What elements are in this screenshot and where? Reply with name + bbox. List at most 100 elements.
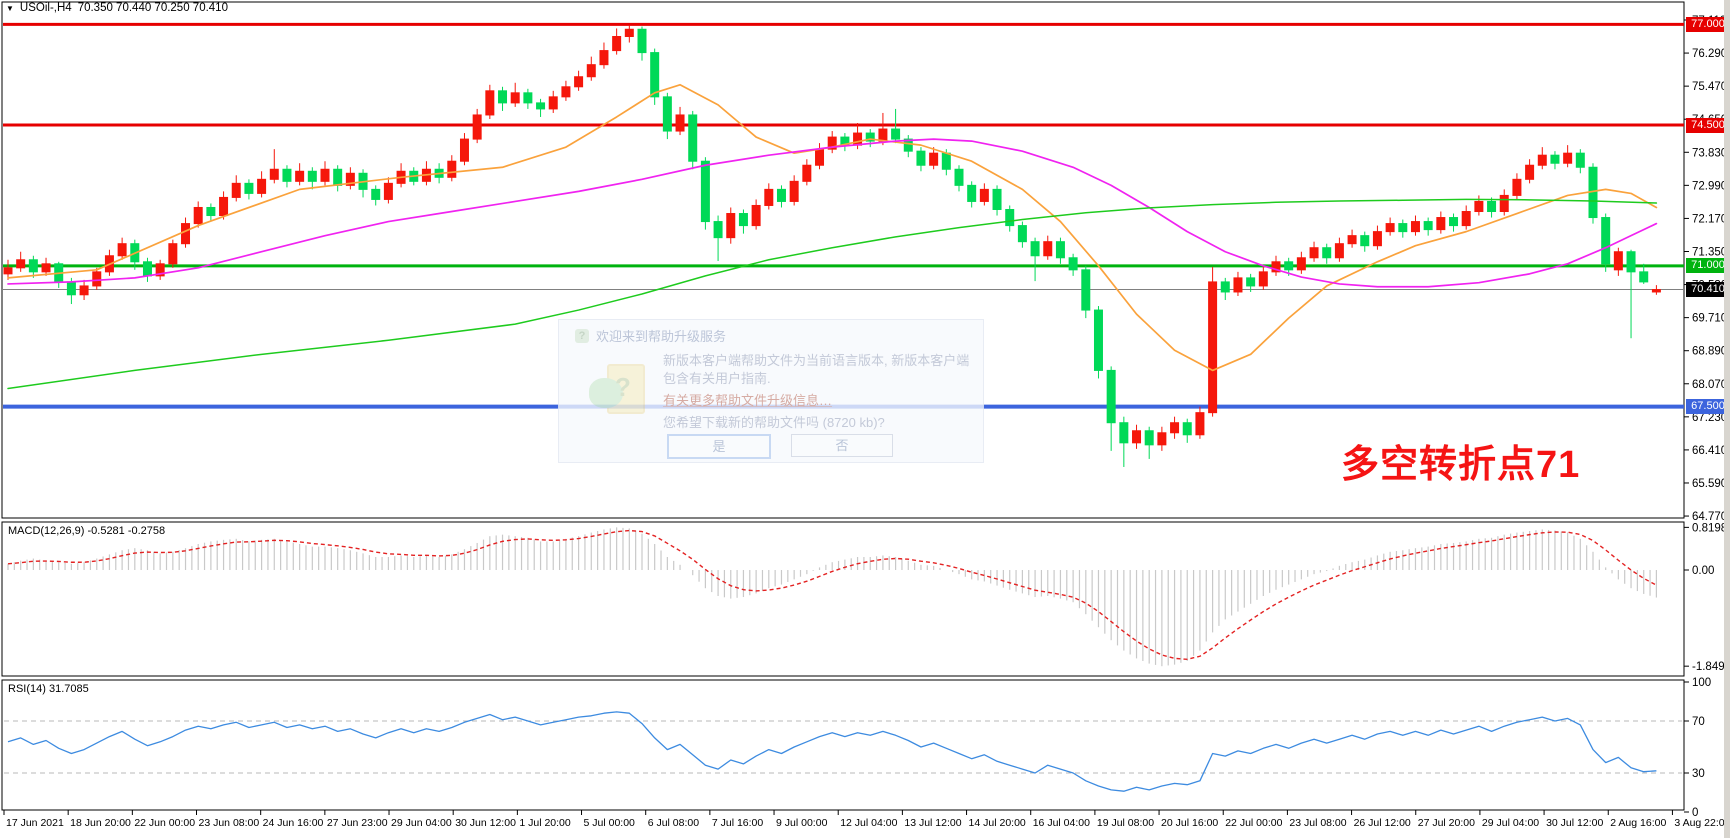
candle bbox=[700, 160, 710, 223]
candle bbox=[1081, 269, 1091, 311]
time-axis-label: 5 Jul 00:00 bbox=[584, 817, 636, 829]
time-axis-label: 9 Jul 00:00 bbox=[776, 817, 828, 829]
candle bbox=[599, 50, 609, 66]
candle bbox=[485, 90, 495, 116]
candle bbox=[1322, 247, 1332, 259]
time-axis-label: 18 Jun 20:00 bbox=[70, 817, 131, 829]
time-axis-label: 14 Jul 20:00 bbox=[969, 817, 1026, 829]
price-axis-label: 76.290 bbox=[1692, 48, 1727, 60]
rsi-panel-frame bbox=[1, 679, 1685, 811]
candle bbox=[574, 76, 584, 88]
time-axis-label: 27 Jun 23:00 bbox=[327, 817, 388, 829]
macd-axis-label: 0.00 bbox=[1692, 565, 1714, 577]
ma-line-green bbox=[7, 198, 1658, 390]
candle bbox=[1119, 422, 1129, 444]
window-edge-strip bbox=[1724, 0, 1730, 838]
time-axis-label: 23 Jun 08:00 bbox=[199, 817, 260, 829]
price-axis-label: 68.070 bbox=[1692, 379, 1727, 391]
candle bbox=[383, 182, 393, 200]
price-badge-71.000: 71.000 bbox=[1686, 258, 1730, 274]
candle bbox=[1132, 430, 1142, 444]
candle bbox=[992, 188, 1002, 210]
candle bbox=[1410, 221, 1420, 233]
macd-panel-frame bbox=[1, 521, 1685, 677]
candle bbox=[789, 180, 799, 202]
trade-annotation-text: 多空转折点71 bbox=[1341, 444, 1581, 486]
candle bbox=[295, 170, 305, 182]
candle bbox=[117, 243, 127, 257]
price-badge-67.500: 67.500 bbox=[1686, 399, 1730, 415]
candle bbox=[142, 261, 152, 277]
rsi-line bbox=[7, 711, 1657, 792]
candle bbox=[320, 168, 330, 182]
candle bbox=[1499, 194, 1509, 213]
candle bbox=[1487, 200, 1497, 213]
candle bbox=[333, 168, 343, 186]
candle bbox=[1068, 257, 1078, 271]
candle bbox=[1144, 430, 1154, 446]
dialog-more-info-link: 有关更多帮助文件升级信息… bbox=[663, 393, 833, 408]
time-axis-label: 30 Jul 12:00 bbox=[1546, 817, 1603, 829]
candle bbox=[1043, 241, 1053, 257]
time-axis-label: 27 Jul 20:00 bbox=[1418, 817, 1475, 829]
candle bbox=[1347, 235, 1357, 245]
candle bbox=[219, 196, 229, 217]
time-axis-label: 29 Jun 04:00 bbox=[391, 817, 452, 829]
candle bbox=[1271, 261, 1281, 273]
candle bbox=[1005, 208, 1015, 227]
ma-line-orange bbox=[7, 83, 1658, 372]
candle bbox=[498, 90, 508, 104]
price-axis-label: 65.590 bbox=[1692, 478, 1727, 490]
time-axis-label: 20 Jul 16:00 bbox=[1161, 817, 1218, 829]
candle bbox=[688, 114, 698, 162]
candle bbox=[92, 271, 102, 287]
ghost-help-upgrade-dialog: ? 欢迎来到帮助升级服务 ? 新版本客户端帮助文件为当前语言版本, 新版本客户端… bbox=[558, 319, 984, 463]
candle bbox=[1449, 217, 1459, 227]
candle bbox=[1246, 277, 1256, 287]
time-axis-label: 13 Jul 12:00 bbox=[904, 817, 961, 829]
candle bbox=[41, 263, 51, 273]
candle bbox=[447, 160, 457, 178]
candle bbox=[523, 92, 533, 104]
candle bbox=[1017, 225, 1027, 243]
dialog-question: 您希望下载新的帮助文件吗 (8720 kb)? bbox=[663, 415, 885, 430]
rsi-indicator-label: RSI(14) 31.7085 bbox=[8, 683, 89, 695]
candle bbox=[244, 182, 254, 194]
candle bbox=[1233, 277, 1243, 293]
price-axis-label: 71.350 bbox=[1692, 246, 1727, 258]
candle bbox=[1525, 164, 1535, 180]
rsi-axis-label: 70 bbox=[1692, 716, 1705, 728]
candle bbox=[66, 281, 76, 296]
candle bbox=[307, 170, 317, 182]
candle bbox=[1093, 309, 1103, 371]
price-badge-77.000: 77.000 bbox=[1686, 16, 1730, 32]
candle bbox=[650, 52, 660, 98]
candle bbox=[967, 184, 977, 202]
price-axis-label: 67.230 bbox=[1692, 412, 1727, 424]
time-axis-label: 19 Jul 08:00 bbox=[1097, 817, 1154, 829]
symbol-name: USOil-,H4 bbox=[19, 2, 72, 14]
candle bbox=[206, 206, 216, 217]
time-axis-label: 12 Jul 04:00 bbox=[840, 817, 897, 829]
candle bbox=[1423, 221, 1433, 231]
candle bbox=[168, 243, 178, 265]
time-axis-label: 26 Jul 12:00 bbox=[1354, 817, 1411, 829]
rsi-axis-label: 100 bbox=[1692, 677, 1711, 689]
candle bbox=[28, 259, 38, 273]
help-icon: ? bbox=[575, 328, 589, 343]
candle bbox=[675, 114, 685, 132]
time-axis-label: 30 Jun 12:00 bbox=[455, 817, 516, 829]
candle bbox=[1170, 422, 1180, 434]
candle bbox=[282, 168, 292, 182]
candle bbox=[1550, 154, 1560, 164]
time-axis-label: 22 Jul 00:00 bbox=[1225, 817, 1282, 829]
macd-signal-line bbox=[7, 529, 1657, 660]
candle bbox=[815, 148, 825, 166]
candle bbox=[548, 96, 558, 110]
candle bbox=[941, 152, 951, 170]
candle bbox=[257, 178, 267, 194]
candle bbox=[1296, 257, 1306, 271]
candle bbox=[1258, 271, 1268, 287]
macd-axis-label: -1.8495 bbox=[1692, 661, 1730, 673]
